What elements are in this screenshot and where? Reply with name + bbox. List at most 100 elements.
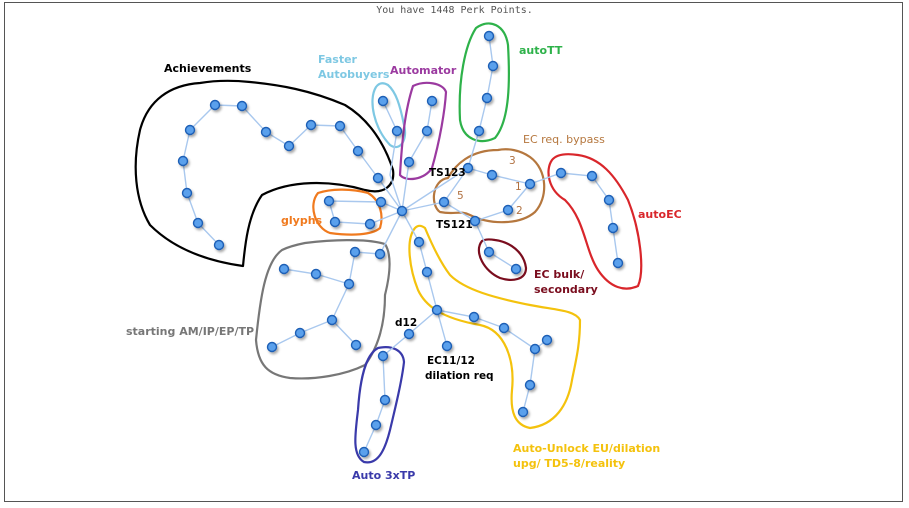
perk-node[interactable] bbox=[352, 145, 364, 157]
perk-node[interactable] bbox=[349, 246, 361, 258]
perk-node[interactable] bbox=[431, 304, 443, 316]
tag-ts123: TS123 bbox=[429, 167, 466, 179]
perk-node[interactable] bbox=[438, 196, 450, 208]
outline-autoec bbox=[547, 153, 643, 290]
perk-node[interactable] bbox=[278, 263, 290, 275]
tag-d12: d12 bbox=[395, 317, 417, 329]
perk-node[interactable] bbox=[612, 257, 624, 269]
perk-node[interactable] bbox=[266, 341, 278, 353]
ec-number-5: 5 bbox=[457, 190, 464, 202]
perk-node-ts121[interactable] bbox=[469, 215, 481, 227]
perk-node[interactable] bbox=[364, 218, 376, 230]
perk-node[interactable] bbox=[213, 239, 225, 251]
perk-node[interactable] bbox=[379, 394, 391, 406]
perk-node[interactable] bbox=[483, 30, 495, 42]
tag-ts121: TS121 bbox=[436, 219, 473, 231]
perk-node[interactable] bbox=[334, 120, 346, 132]
perk-node[interactable] bbox=[372, 172, 384, 184]
perk-node[interactable] bbox=[421, 266, 433, 278]
perk-node[interactable] bbox=[607, 222, 619, 234]
outline-auto-3xtp bbox=[354, 346, 406, 464]
perk-connections bbox=[182, 35, 619, 453]
outline-starting bbox=[254, 239, 391, 380]
perk-node[interactable] bbox=[481, 92, 493, 104]
perk-node[interactable] bbox=[498, 322, 510, 334]
perk-node[interactable] bbox=[192, 217, 204, 229]
outline-glyphs bbox=[312, 188, 383, 236]
perk-node[interactable] bbox=[283, 140, 295, 152]
perk-node[interactable] bbox=[370, 419, 382, 431]
perk-node[interactable] bbox=[329, 216, 341, 228]
perk-node[interactable] bbox=[374, 248, 386, 260]
perk-node[interactable] bbox=[377, 350, 389, 362]
perk-node-ec1112[interactable] bbox=[441, 340, 453, 352]
perk-node[interactable] bbox=[486, 169, 498, 181]
perk-node[interactable] bbox=[310, 268, 322, 280]
label-starting: starting AM/IP/EP/TP bbox=[126, 325, 254, 338]
perk-node[interactable] bbox=[326, 314, 338, 326]
label-faster-autobuyers-1: Faster bbox=[318, 53, 358, 66]
perk-node[interactable] bbox=[603, 194, 615, 206]
perk-node[interactable] bbox=[377, 95, 389, 107]
label-glyphs: glyphs bbox=[281, 214, 323, 227]
perk-node[interactable] bbox=[524, 178, 536, 190]
perk-node[interactable] bbox=[184, 124, 196, 136]
perk-nodes[interactable] bbox=[177, 30, 624, 458]
perk-node[interactable] bbox=[413, 236, 425, 248]
perk-node[interactable] bbox=[487, 60, 499, 72]
perk-node[interactable] bbox=[468, 311, 480, 323]
perk-node[interactable] bbox=[391, 125, 403, 137]
perk-node[interactable] bbox=[483, 246, 495, 258]
perk-node[interactable] bbox=[181, 187, 193, 199]
perk-node[interactable] bbox=[358, 446, 370, 458]
perk-node[interactable] bbox=[555, 167, 567, 179]
perk-node[interactable] bbox=[177, 155, 189, 167]
perk-node[interactable] bbox=[541, 334, 553, 346]
perk-node-center[interactable] bbox=[396, 205, 408, 217]
perk-node[interactable] bbox=[323, 195, 335, 207]
perk-node[interactable] bbox=[350, 339, 362, 351]
perk-node[interactable] bbox=[517, 406, 529, 418]
label-autott: autoTT bbox=[519, 44, 563, 57]
outline-ec-bulk bbox=[477, 238, 528, 281]
perk-node[interactable] bbox=[375, 196, 387, 208]
label-auto-unlock-2: upg/ TD5-8/reality bbox=[513, 457, 625, 470]
label-autoec: autoEC bbox=[638, 208, 682, 221]
perk-node[interactable] bbox=[294, 327, 306, 339]
label-ec-req-bypass: EC req. bypass bbox=[523, 133, 605, 146]
perk-node[interactable] bbox=[426, 95, 438, 107]
tag-ec1112-2: dilation req bbox=[425, 370, 494, 382]
perk-points-header: You have 1448 Perk Points. bbox=[376, 5, 533, 16]
perk-node[interactable] bbox=[529, 343, 541, 355]
outline-autott bbox=[458, 22, 511, 143]
tag-ec1112-1: EC11/12 bbox=[427, 355, 475, 367]
label-achievements: Achievements bbox=[164, 62, 252, 75]
perk-node[interactable] bbox=[510, 263, 522, 275]
perk-node[interactable] bbox=[421, 125, 433, 137]
perk-tree-panel bbox=[4, 2, 903, 502]
perk-node-ts123[interactable] bbox=[462, 162, 474, 174]
perk-node[interactable] bbox=[473, 125, 485, 137]
perk-node-d12[interactable] bbox=[403, 328, 415, 340]
label-automator: Automator bbox=[390, 64, 457, 77]
perk-node[interactable] bbox=[305, 119, 317, 131]
ec-number-1: 1 bbox=[515, 181, 522, 193]
label-ec-bulk-1: EC bulk/ bbox=[534, 268, 585, 281]
label-faster-autobuyers-2: Autobuyers bbox=[318, 68, 390, 81]
perk-node[interactable] bbox=[343, 278, 355, 290]
label-ec-bulk-2: secondary bbox=[534, 283, 598, 296]
perk-node[interactable] bbox=[209, 99, 221, 111]
outline-ec-req-bypass bbox=[432, 148, 546, 224]
outline-achievements bbox=[134, 79, 395, 268]
outline-automator bbox=[398, 81, 448, 181]
outline-auto-unlock bbox=[408, 224, 582, 430]
perk-node[interactable] bbox=[260, 126, 272, 138]
perk-node[interactable] bbox=[236, 100, 248, 112]
perk-node[interactable] bbox=[524, 379, 536, 391]
perk-node[interactable] bbox=[403, 156, 415, 168]
ec-number-3: 3 bbox=[509, 155, 516, 167]
perk-node[interactable] bbox=[586, 170, 598, 182]
ec-number-2: 2 bbox=[516, 205, 523, 217]
perk-node[interactable] bbox=[502, 204, 514, 216]
